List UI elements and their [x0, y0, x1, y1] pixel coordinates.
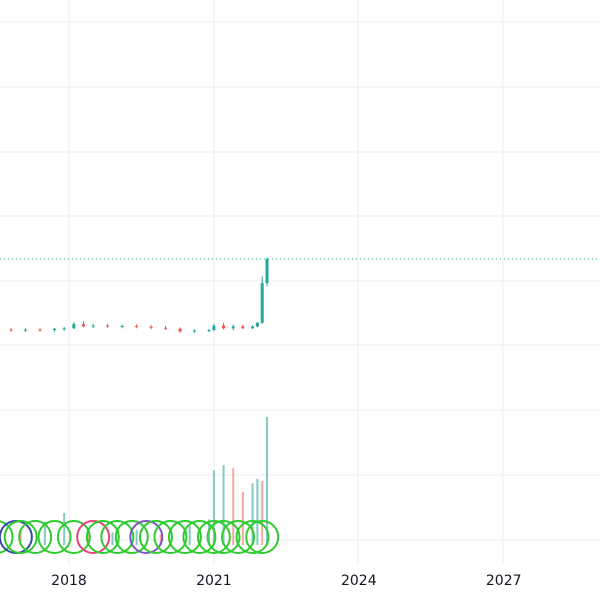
volume-bar	[256, 478, 259, 545]
volume-bar	[43, 521, 46, 545]
event-marker-green	[100, 520, 135, 554]
candle-body	[9, 329, 13, 331]
volume-bar	[87, 527, 90, 545]
candle-body	[24, 329, 28, 331]
event-marker-green	[245, 520, 280, 554]
candle-body	[193, 330, 197, 332]
candle-body	[251, 326, 255, 329]
candle-body	[164, 327, 168, 329]
candle-body	[241, 326, 245, 329]
event-marker-purple	[129, 520, 164, 554]
volume-bar	[212, 470, 215, 545]
candle-body	[255, 322, 259, 327]
candle-body	[81, 324, 85, 327]
volume-bar	[19, 530, 22, 545]
candle-body	[72, 324, 76, 329]
volume-bar	[251, 483, 254, 545]
candle-body	[231, 326, 235, 329]
event-marker-pink	[76, 520, 111, 554]
candle-body	[178, 328, 182, 332]
x-tick-label: 2021	[196, 573, 232, 589]
event-marker-green	[3, 520, 38, 554]
event-marker-green	[196, 520, 231, 554]
x-tick-label: 2018	[51, 573, 87, 589]
volume-bar	[135, 530, 138, 545]
event-marker-green	[206, 520, 241, 554]
event-marker-green	[221, 520, 256, 554]
candle-body	[135, 325, 139, 327]
time-axis: 2018 2021 2024 2027	[51, 573, 521, 589]
candle-body	[91, 325, 95, 327]
candle-body	[222, 325, 226, 329]
candle-body	[260, 283, 264, 323]
volume-bar	[241, 491, 244, 545]
volume-bar	[266, 417, 269, 545]
event-marker-green	[56, 520, 91, 554]
event-marker-green	[235, 520, 270, 554]
x-tick-label: 2024	[341, 573, 377, 589]
event-marker-green	[138, 520, 173, 554]
volume-bar	[111, 532, 114, 545]
grid	[0, 0, 600, 565]
candle-body	[38, 329, 42, 331]
candles	[9, 257, 269, 333]
candle-body	[106, 325, 110, 327]
volume-bar	[63, 513, 66, 545]
event-marker-green	[153, 520, 188, 554]
volume-bar	[159, 534, 162, 545]
event-marker-green	[18, 520, 53, 554]
x-tick-label: 2027	[486, 573, 522, 589]
candle-body	[120, 325, 124, 327]
candle-body	[212, 325, 216, 331]
event-marker-green	[182, 520, 217, 554]
event-marker-green	[37, 520, 72, 554]
volume-bar	[222, 465, 225, 545]
event-marker-green	[85, 520, 120, 554]
volume-bar	[261, 481, 264, 545]
candle-body	[53, 328, 57, 331]
event-marker-green	[114, 520, 149, 554]
event-marker-green	[0, 520, 14, 554]
volume-bar	[188, 525, 191, 545]
candle-body	[207, 330, 211, 332]
candle-body	[62, 328, 66, 330]
volume-bar	[232, 468, 235, 545]
candle-body	[149, 326, 153, 328]
event-marker-green	[167, 520, 202, 554]
candle-body	[265, 259, 269, 284]
event-markers	[0, 520, 280, 554]
